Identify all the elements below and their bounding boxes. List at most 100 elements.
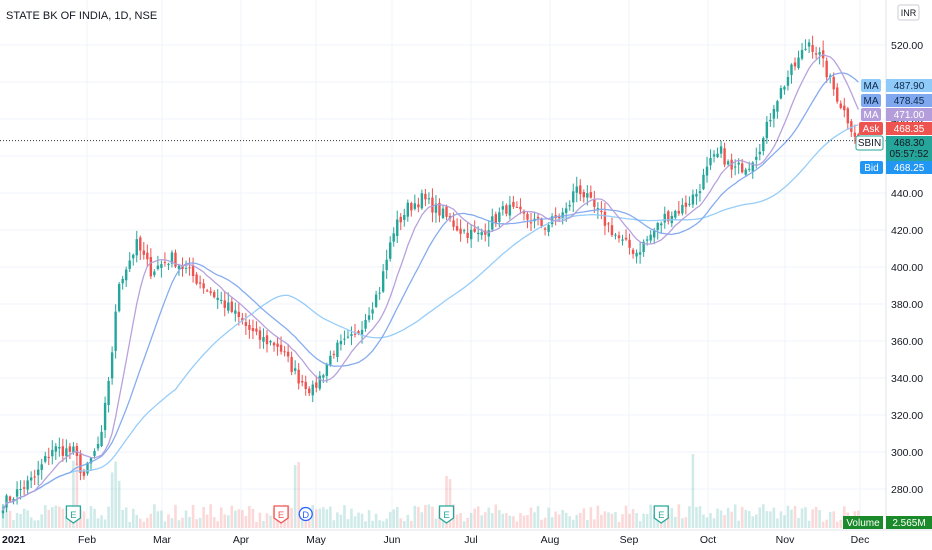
candle[interactable] [691, 189, 695, 208]
candle[interactable] [762, 136, 765, 156]
candle[interactable] [255, 321, 258, 336]
candle[interactable] [146, 244, 149, 267]
candle[interactable] [26, 475, 29, 496]
candle[interactable] [241, 312, 244, 325]
candle[interactable] [417, 197, 420, 213]
candle[interactable] [846, 106, 849, 130]
earnings-marker[interactable]: E [65, 505, 82, 524]
candle[interactable] [33, 469, 36, 486]
candle[interactable] [843, 97, 846, 118]
candle[interactable] [339, 334, 343, 351]
candle[interactable] [153, 269, 156, 278]
candle[interactable] [790, 63, 793, 84]
candle[interactable] [603, 202, 607, 236]
candle[interactable] [213, 289, 216, 299]
candle[interactable] [22, 480, 26, 495]
candle[interactable] [29, 471, 33, 489]
candle[interactable] [853, 124, 857, 144]
candle[interactable] [445, 204, 448, 220]
candle[interactable] [237, 302, 241, 326]
candle[interactable] [283, 346, 286, 357]
candle[interactable] [286, 343, 290, 363]
candle[interactable] [311, 380, 314, 403]
candle[interactable] [156, 255, 160, 271]
candle[interactable] [596, 202, 600, 219]
candle[interactable] [114, 304, 117, 359]
candle[interactable] [656, 221, 659, 240]
candle[interactable] [227, 292, 230, 314]
candle[interactable] [427, 192, 431, 205]
candles[interactable] [1, 35, 860, 519]
candle[interactable] [276, 336, 279, 356]
candle[interactable] [593, 190, 596, 213]
candle[interactable] [37, 460, 40, 486]
candle[interactable] [308, 386, 311, 397]
candle[interactable] [184, 260, 188, 274]
candle[interactable] [716, 147, 719, 159]
candle[interactable] [469, 224, 473, 248]
candle[interactable] [719, 140, 723, 159]
candle[interactable] [262, 328, 265, 349]
candle[interactable] [519, 198, 522, 215]
candle[interactable] [68, 442, 72, 460]
candle[interactable] [251, 319, 255, 340]
candle[interactable] [466, 222, 469, 244]
candle[interactable] [198, 275, 202, 289]
candle[interactable] [712, 150, 716, 163]
candle[interactable] [202, 278, 205, 294]
candle[interactable] [413, 194, 417, 211]
currency-badge[interactable]: INR [897, 4, 920, 21]
candle[interactable] [125, 266, 128, 287]
candle[interactable] [800, 43, 804, 61]
candle[interactable] [610, 217, 614, 237]
candle[interactable] [100, 425, 103, 448]
candle[interactable] [494, 211, 497, 228]
candle[interactable] [765, 116, 769, 144]
candle[interactable] [216, 289, 219, 309]
candle[interactable] [234, 302, 237, 322]
candle[interactable] [568, 200, 571, 211]
candle[interactable] [96, 436, 100, 451]
candle[interactable] [705, 156, 709, 183]
candle[interactable] [406, 199, 409, 222]
candle[interactable] [811, 35, 814, 59]
candle[interactable] [89, 456, 93, 471]
candle[interactable] [107, 376, 110, 413]
candle[interactable] [364, 313, 367, 332]
candle[interactable] [695, 189, 698, 205]
candle[interactable] [79, 450, 82, 481]
candle[interactable] [631, 247, 635, 259]
candle[interactable] [649, 230, 652, 244]
candle[interactable] [265, 330, 269, 353]
candle[interactable] [635, 249, 638, 264]
candle[interactable] [783, 85, 786, 95]
candle[interactable] [293, 360, 297, 375]
candle[interactable] [487, 220, 490, 247]
candle[interactable] [343, 330, 346, 346]
candle[interactable] [410, 201, 413, 217]
candle[interactable] [301, 374, 304, 387]
candle[interactable] [825, 57, 828, 83]
candle[interactable] [367, 307, 371, 323]
candle[interactable] [160, 260, 163, 278]
candle[interactable] [829, 73, 832, 84]
candle[interactable] [491, 208, 494, 232]
candle[interactable] [167, 262, 170, 271]
candle[interactable] [832, 72, 835, 96]
candle[interactable] [121, 275, 124, 290]
candle[interactable] [579, 179, 582, 202]
candle[interactable] [684, 195, 688, 215]
candle[interactable] [110, 346, 114, 385]
candle[interactable] [420, 189, 424, 210]
candle[interactable] [403, 208, 406, 227]
candle[interactable] [839, 100, 842, 110]
candle[interactable] [434, 195, 438, 223]
candle[interactable] [44, 451, 47, 464]
candle[interactable] [814, 46, 818, 59]
candle[interactable] [769, 113, 772, 127]
candle[interactable] [543, 226, 547, 236]
candle[interactable] [702, 168, 705, 191]
candle[interactable] [269, 339, 272, 346]
candle[interactable] [508, 196, 512, 220]
candle[interactable] [389, 236, 392, 262]
